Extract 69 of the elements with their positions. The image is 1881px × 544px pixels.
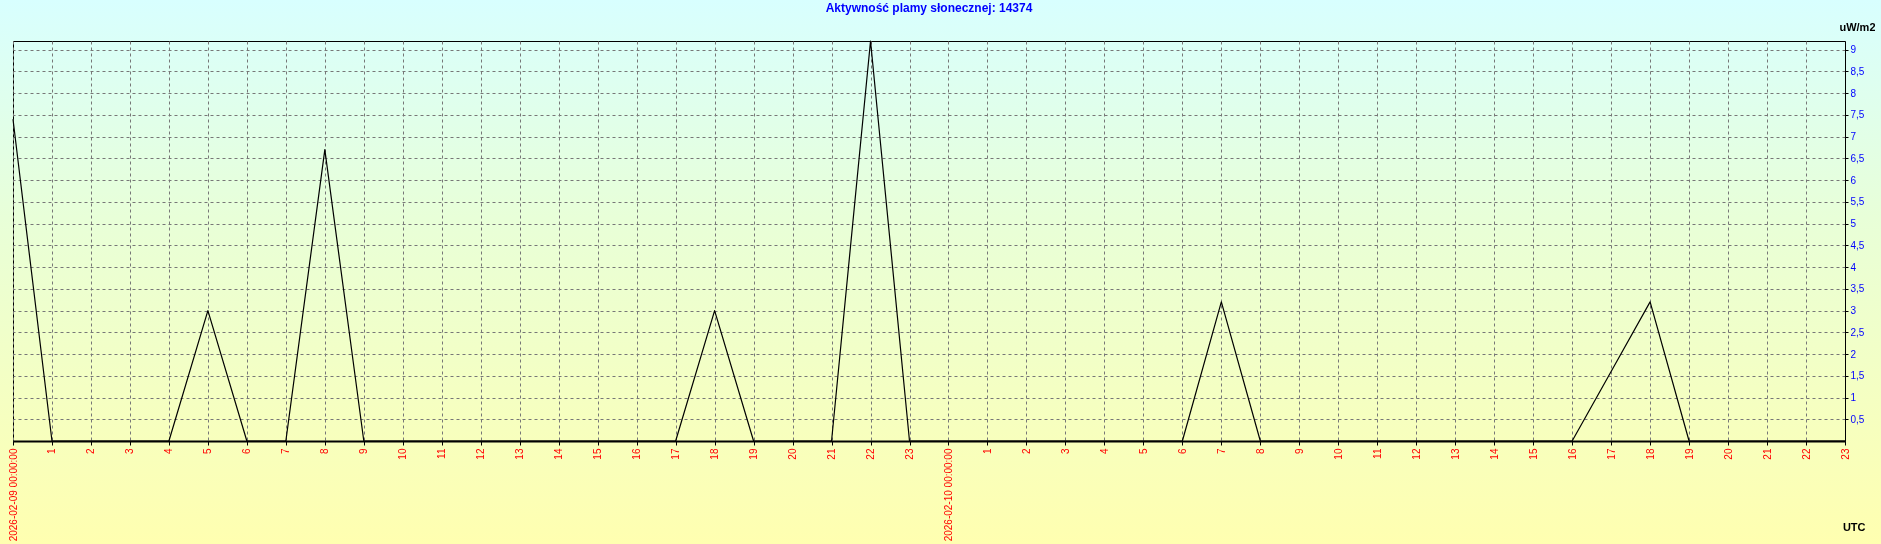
y-axis-title: uW/m2 [1839, 20, 1876, 33]
y-tick-label: 4,5 [1850, 239, 1865, 251]
x-tick-label: 4 [1098, 448, 1110, 455]
x-tick-label: 9 [1293, 448, 1305, 455]
x-tick-label: 20 [787, 448, 799, 460]
y-tick-label: 0,5 [1850, 413, 1865, 425]
x-tick-label: 1 [46, 448, 58, 455]
x-tick-label: 8 [1254, 448, 1266, 455]
y-tick-label: 2,5 [1850, 326, 1865, 338]
x-tick-label: 7 [1215, 448, 1227, 455]
chart-title: Aktywność plamy słonecznej: 14374 [825, 1, 1033, 15]
x-tick-label: 12 [1410, 448, 1422, 460]
x-tick-label: 11 [436, 448, 448, 459]
x-tick-label: 14 [1488, 448, 1500, 460]
x-tick-label: 15 [592, 448, 604, 460]
x-tick-label: 23 [904, 448, 916, 460]
x-tick-label: 21 [1761, 448, 1773, 460]
x-tick-label: 19 [1683, 448, 1695, 460]
x-tick-label: 23 [1839, 448, 1851, 460]
y-tick-label: 2 [1850, 348, 1857, 360]
x-tick-label: 11 [1371, 448, 1383, 459]
x-tick-label: 5 [1137, 448, 1149, 455]
x-tick-label: 17 [670, 448, 682, 460]
y-tick-label: 3,5 [1850, 283, 1865, 295]
x-tick-label: 22 [865, 448, 877, 460]
y-tick-label: 3 [1850, 305, 1857, 317]
x-tick-label: 2 [1020, 448, 1032, 455]
y-tick-label: 4 [1850, 261, 1857, 273]
x-tick-label: 17 [1605, 448, 1617, 460]
x-tick-label: 21 [826, 448, 838, 460]
x-axis-title: UTC [1842, 520, 1866, 533]
y-tick-label: 7,5 [1850, 109, 1865, 121]
y-tick-label: 1 [1850, 392, 1857, 404]
y-tick-label: 6,5 [1850, 152, 1865, 164]
x-tick-label: 10 [397, 448, 409, 460]
x-tick-label: 8 [319, 448, 331, 455]
y-tick-label: 5 [1850, 218, 1857, 230]
x-tick-label: 22 [1800, 448, 1812, 460]
x-tick-label: 4 [163, 448, 175, 455]
y-tick-label: 5,5 [1850, 196, 1865, 208]
x-tick-label: 2 [85, 448, 97, 455]
x-tick-label: 18 [1644, 448, 1656, 460]
x-tick-label: 13 [514, 448, 526, 460]
x-tick-label: 15 [1527, 448, 1539, 460]
y-tick-label: 7 [1850, 131, 1857, 143]
x-tick-label: 2026-02-10 00:00:00 [942, 448, 954, 542]
y-tick-label: 6 [1850, 174, 1857, 186]
x-tick-label: 1 [981, 448, 993, 455]
x-tick-label: 16 [631, 448, 643, 460]
x-tick-label: 6 [241, 448, 253, 455]
x-tick-label: 19 [748, 448, 760, 460]
x-tick-label: 12 [475, 448, 487, 460]
x-tick-label: 16 [1566, 448, 1578, 460]
x-tick-label: 5 [202, 448, 214, 455]
x-tick-label: 7 [280, 448, 292, 455]
x-tick-label: 9 [358, 448, 370, 455]
x-tick-label: 6 [1176, 448, 1188, 455]
x-tick-label: 3 [124, 448, 136, 455]
y-tick-label: 9 [1850, 44, 1857, 56]
y-tick-label: 1,5 [1850, 370, 1865, 382]
x-tick-label: 18 [709, 448, 721, 460]
x-tick-label: 3 [1059, 448, 1071, 455]
x-tick-label: 14 [553, 448, 565, 460]
x-tick-label: 20 [1722, 448, 1734, 460]
x-tick-label: 13 [1449, 448, 1461, 460]
y-tick-label: 8 [1850, 87, 1857, 99]
x-tick-label: 10 [1332, 448, 1344, 460]
y-tick-label: 8,5 [1850, 65, 1865, 77]
x-tick-label: 2026-02-09 00:00:00 [7, 448, 19, 542]
